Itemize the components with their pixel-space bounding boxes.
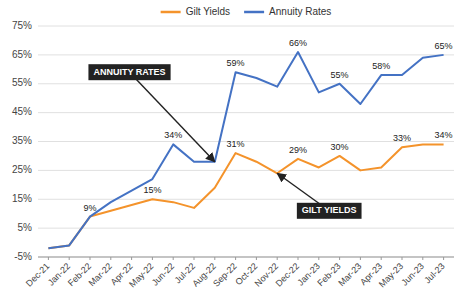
- legend-swatch: [161, 11, 181, 14]
- x-tick: [360, 257, 361, 260]
- data-label: 55%: [331, 70, 349, 80]
- legend-label: Gilt Yields: [186, 6, 230, 17]
- data-label: 34%: [164, 130, 182, 140]
- data-label: 9%: [83, 203, 96, 213]
- x-tick: [422, 257, 423, 260]
- callout-text: ANNUITY RATES: [93, 67, 165, 77]
- y-tick-label: 25%: [12, 164, 32, 175]
- x-tick: [152, 257, 153, 260]
- x-tick-label: Mar-22: [87, 261, 114, 288]
- x-axis-line: [38, 257, 454, 258]
- y-tick-label: 5%: [18, 222, 33, 233]
- x-tick: [173, 257, 174, 260]
- data-label: 66%: [289, 38, 307, 48]
- x-tick: [298, 257, 299, 260]
- chart-container: -5% 5% 15% 25% 35% 45% 55% 65% 75% Dec-21Jan-22Fe…: [0, 0, 466, 303]
- x-tick: [256, 257, 257, 260]
- x-tick: [69, 257, 70, 260]
- x-tick: [214, 257, 215, 260]
- series-line: [48, 52, 443, 248]
- x-tick-label: Dec-21: [24, 261, 52, 289]
- y-tick-label: 15%: [12, 193, 32, 204]
- series-line: [48, 144, 443, 248]
- callout: ANNUITY RATES: [88, 64, 214, 162]
- legend-item: Gilt Yields: [161, 6, 230, 17]
- x-tick: [318, 257, 319, 260]
- grid-line: [38, 228, 454, 229]
- data-label: 58%: [372, 61, 390, 71]
- data-label: 31%: [227, 139, 245, 149]
- grid-line: [38, 141, 454, 142]
- x-tick-label: May-23: [377, 261, 405, 289]
- chart: -5% 5% 15% 25% 35% 45% 55% 65% 75% Dec-21Jan-22Fe…: [0, 0, 466, 303]
- y-tick-labels: -5% 5% 15% 25% 35% 45% 55% 65% 75%: [12, 20, 32, 262]
- callout-arrow: [130, 72, 215, 162]
- callout-text: GILT YIELDS: [302, 205, 357, 215]
- data-label: 15%: [143, 185, 161, 195]
- y-tick-label: 65%: [12, 49, 32, 60]
- data-label: 34%: [435, 130, 453, 140]
- x-tick: [235, 257, 236, 260]
- grid-line: [38, 170, 454, 171]
- x-tick-label: Dec-22: [274, 261, 302, 289]
- plot-area: [48, 52, 443, 248]
- data-label: 29%: [289, 145, 307, 155]
- legend-label: Annuity Rates: [269, 6, 331, 17]
- x-tick-label: Jun-23: [399, 261, 426, 288]
- callout: GILT YIELDS: [277, 173, 361, 219]
- grid-line: [38, 26, 454, 27]
- x-tick: [277, 257, 278, 260]
- grid-line: [38, 54, 454, 55]
- x-tick-label: Jun-22: [150, 261, 177, 288]
- y-tick-label: 35%: [12, 135, 32, 146]
- annotations: GILT YIELDS ANNUITY RATES: [88, 64, 361, 219]
- x-tick: [381, 257, 382, 260]
- x-tick-label: Jul-23: [422, 261, 446, 285]
- y-tick-label: 75%: [12, 20, 32, 31]
- grid-line: [38, 257, 454, 258]
- y-grid: [38, 26, 454, 257]
- x-tick-label: Sep-22: [211, 261, 239, 289]
- x-tick: [194, 257, 195, 260]
- grid-line: [38, 112, 454, 113]
- x-tick: [110, 257, 111, 260]
- x-tick: [443, 257, 444, 260]
- grid-line: [38, 199, 454, 200]
- y-tick-label: 45%: [12, 106, 32, 117]
- callout-box: [88, 64, 170, 80]
- data-label: 59%: [227, 58, 245, 68]
- x-tick: [402, 257, 403, 260]
- grid-line: [38, 83, 454, 84]
- x-tick: [48, 257, 49, 260]
- x-tick: [131, 257, 132, 260]
- legend: Gilt Yields Annuity Rates: [161, 6, 332, 17]
- y-tick-label: 55%: [12, 77, 32, 88]
- y-tick-label: -5%: [14, 251, 32, 262]
- x-tick-labels: Dec-21Jan-22Feb-22Mar-22Apr-22May-22Jun-…: [24, 257, 447, 289]
- x-tick-label: Mar-23: [336, 261, 363, 288]
- legend-item: Annuity Rates: [244, 6, 331, 17]
- legend-swatch: [244, 11, 264, 14]
- x-tick-label: May-22: [127, 261, 155, 289]
- callout-box: [297, 203, 362, 219]
- data-labels: 9% 15% 31% 29% 30% 33% 34% 34% 59% 66% 55% 58% 65%: [83, 38, 452, 213]
- x-tick: [339, 257, 340, 260]
- data-label: 65%: [435, 41, 453, 51]
- x-tick: [90, 257, 91, 260]
- data-label: 30%: [331, 142, 349, 152]
- data-label: 33%: [393, 133, 411, 143]
